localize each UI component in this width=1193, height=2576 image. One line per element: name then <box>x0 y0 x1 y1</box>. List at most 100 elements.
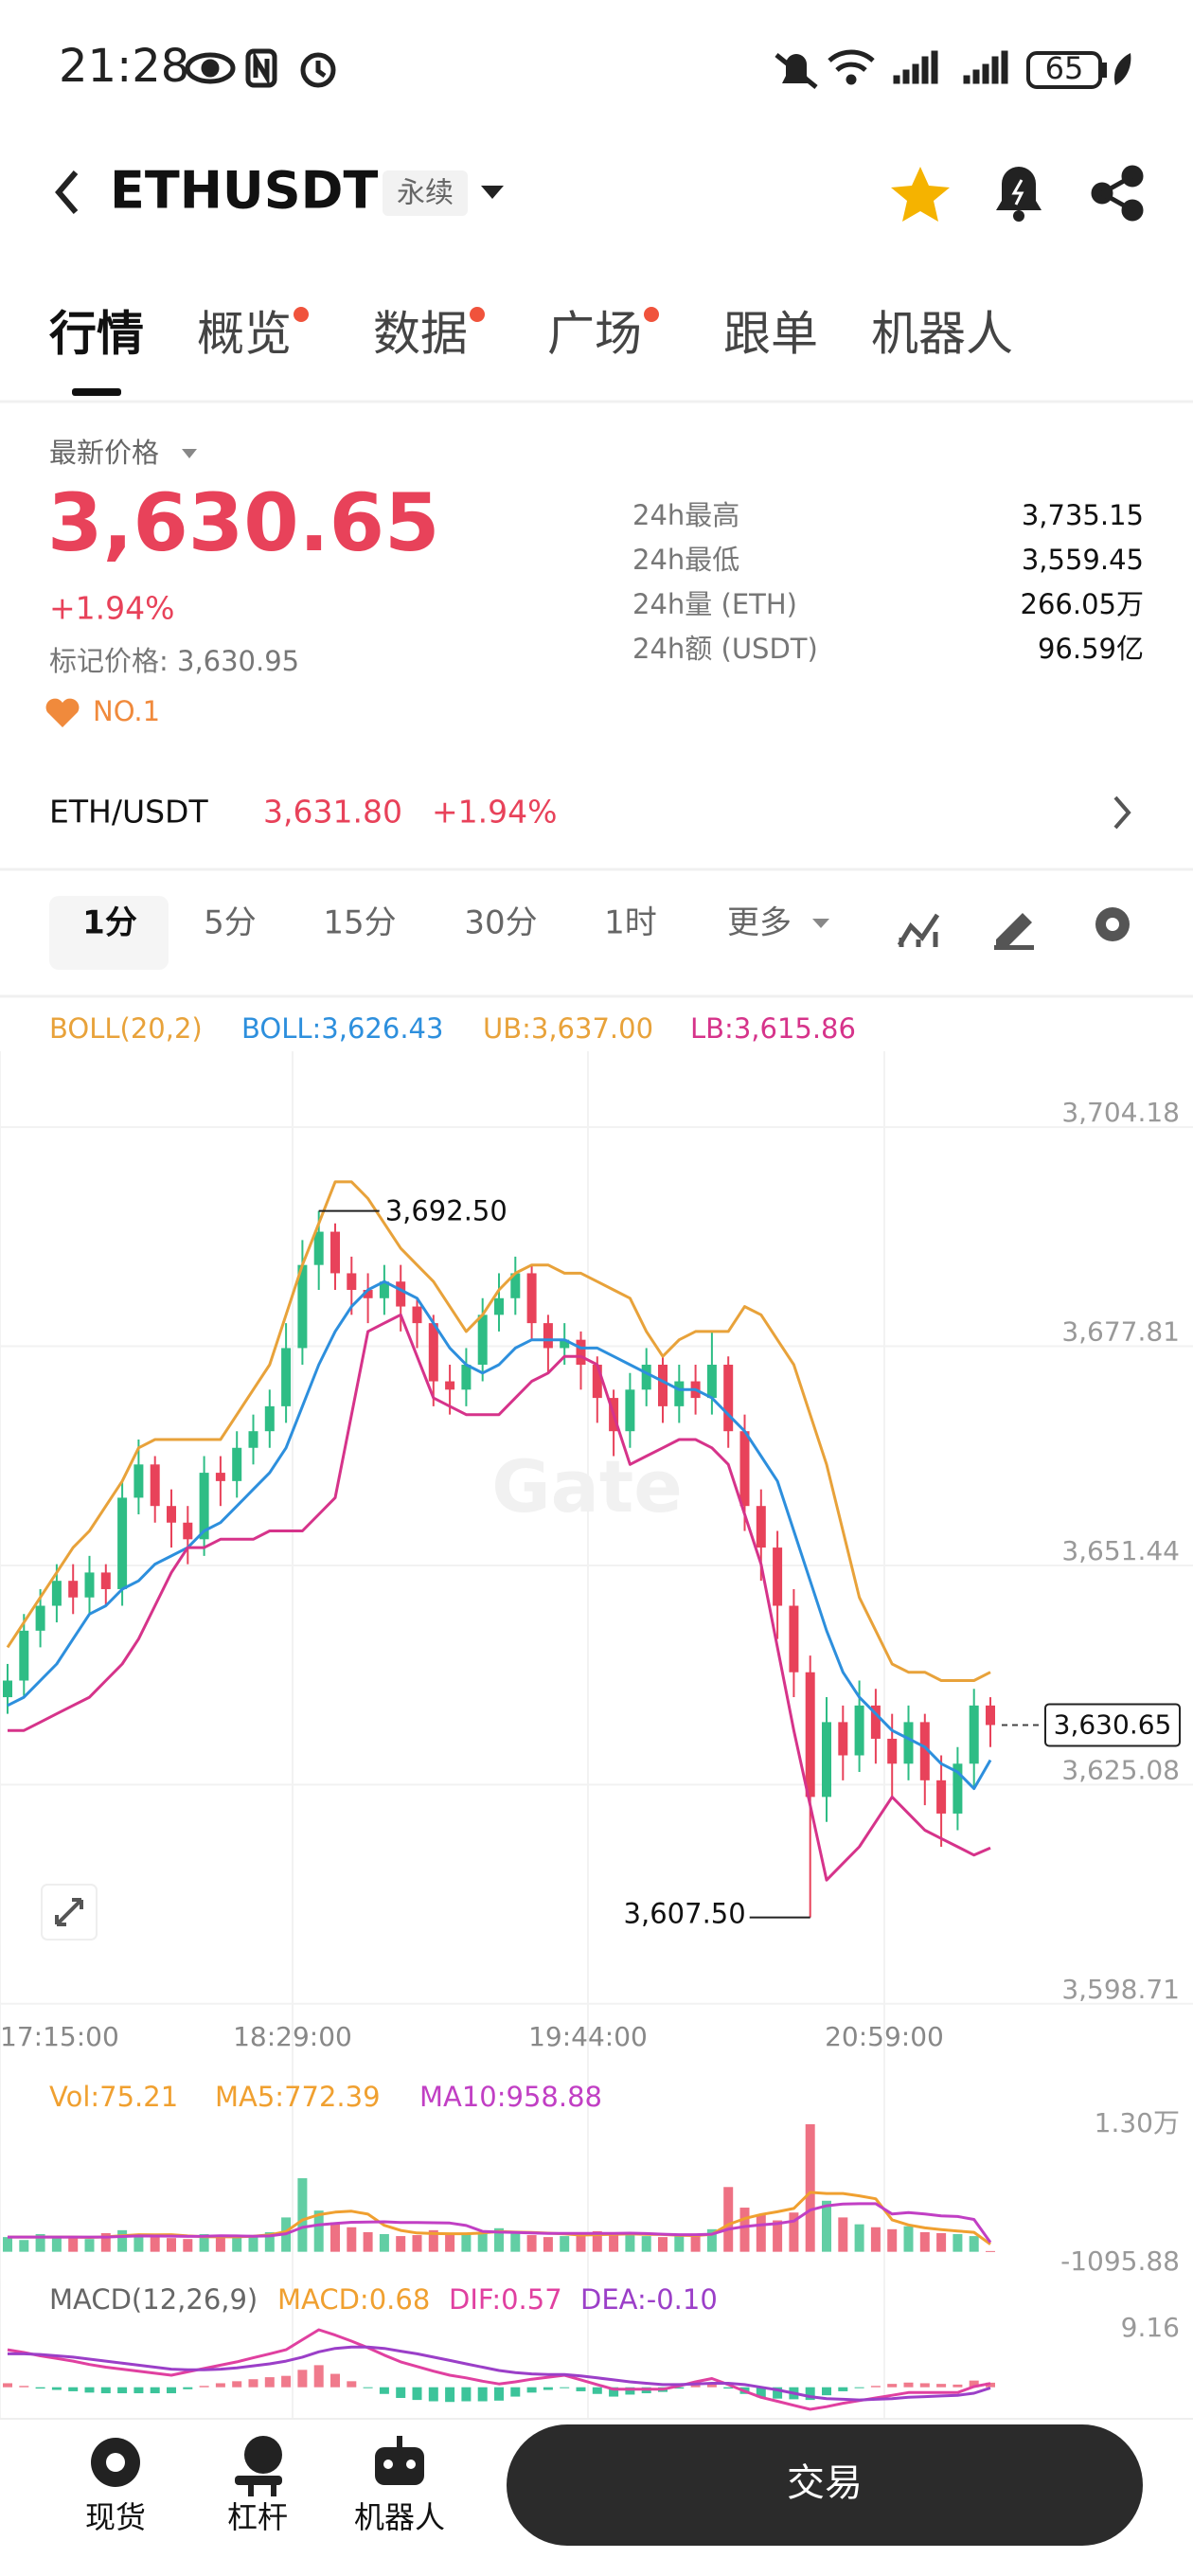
interval[interactable]: 15分 <box>323 904 396 942</box>
volume-bar <box>690 2234 701 2252</box>
tab[interactable]: 行情 <box>49 307 144 362</box>
volume-bar <box>739 2208 750 2252</box>
symbol-title: ETHUSDT <box>110 161 378 221</box>
volume-bar <box>19 2240 29 2252</box>
tag-bg <box>383 170 468 216</box>
interval[interactable]: 更多 <box>727 904 792 942</box>
nav-labels: 现货 杠杆 机器人 <box>85 2499 445 2535</box>
indicator-button[interactable] <box>897 913 940 947</box>
tabs: 行情 概览 数据 广场 跟单 机器人 <box>49 307 1013 396</box>
volume-bar <box>412 2235 422 2252</box>
macd-bar <box>461 2387 472 2402</box>
candle-body <box>51 1581 62 1606</box>
macd-bar <box>953 2384 963 2388</box>
back-button[interactable] <box>55 170 79 214</box>
tab[interactable]: 跟单 <box>723 307 818 362</box>
macd-bar <box>936 2384 947 2388</box>
battery-level: 65 <box>1045 50 1084 86</box>
nav-label[interactable]: 杠杆 <box>227 2499 288 2535</box>
volume-bar <box>51 2238 62 2252</box>
volume-bar <box>609 2232 619 2252</box>
alert-bell[interactable] <box>996 167 1042 222</box>
candle-body <box>183 1522 193 1540</box>
volume-bar <box>723 2187 734 2252</box>
candle-body <box>903 1722 914 1764</box>
max-label: 3,692.50 <box>385 1195 507 1227</box>
interval[interactable]: 1分 <box>82 904 137 942</box>
candle-body <box>167 1506 176 1523</box>
macd-bar <box>756 2387 766 2398</box>
volume-bar <box>199 2234 209 2252</box>
margin-icon[interactable] <box>235 2436 282 2496</box>
tab[interactable]: 机器人 <box>871 307 1013 362</box>
label-dropdown[interactable] <box>182 449 197 458</box>
volume-bar <box>674 2235 685 2252</box>
ticker-chevron[interactable] <box>1113 796 1131 830</box>
favorite-star[interactable] <box>891 167 950 222</box>
stats: 24h最高 3,735.15 24h最低 3,559.45 24h量 (ETH) 266.… <box>632 499 1144 665</box>
tab[interactable]: 广场 <box>547 307 642 362</box>
trade-button[interactable] <box>507 2424 1143 2546</box>
nav-label[interactable]: 现货 <box>85 2499 146 2535</box>
chart: 3,704.18 3,677.81 3,651.44 3,625.08 3,598.71… <box>0 1012 1193 2419</box>
macd-bar <box>592 2387 602 2394</box>
tab[interactable]: 概览 <box>197 307 292 362</box>
volume-bar <box>68 2236 79 2252</box>
macd-bar <box>887 2384 898 2388</box>
tab[interactable]: 数据 <box>373 307 468 362</box>
tab-underline <box>72 388 121 396</box>
interval[interactable]: 1时 <box>604 904 657 942</box>
spot-icon[interactable] <box>91 2438 140 2487</box>
candle-body <box>117 1497 128 1589</box>
volume-bar <box>854 2224 864 2252</box>
candle-body <box>641 1364 651 1390</box>
macd-bar <box>297 2370 308 2388</box>
volume-bar <box>773 2220 783 2252</box>
trade-label[interactable]: 交易 <box>787 2461 863 2505</box>
macd-bar <box>3 2383 12 2388</box>
volume-bar <box>953 2234 963 2252</box>
macd-bar <box>510 2387 521 2397</box>
candle-body <box>379 1281 389 1298</box>
boll-line <box>8 1313 991 1882</box>
candle-body <box>560 1339 570 1349</box>
more-dropdown[interactable] <box>812 919 829 928</box>
candle-body <box>658 1364 668 1406</box>
interval[interactable]: 30分 <box>464 904 537 942</box>
bot-icon[interactable] <box>375 2436 424 2485</box>
candle-body <box>739 1431 750 1507</box>
volume-bar <box>215 2236 225 2252</box>
volume-bar <box>936 2232 947 2252</box>
x-tick-label: 20:59:00 <box>825 2021 944 2052</box>
symbol-dropdown[interactable] <box>481 186 504 199</box>
volume-bar <box>887 2228 898 2252</box>
share-button[interactable] <box>1091 165 1144 222</box>
nav-label[interactable]: 机器人 <box>354 2499 445 2535</box>
macd-bar <box>919 2383 930 2388</box>
interval[interactable]: 5分 <box>204 904 257 942</box>
draw-button[interactable] <box>994 913 1034 950</box>
volume-bar <box>396 2236 406 2252</box>
volume-bar <box>84 2239 95 2252</box>
macd-bar <box>428 2387 438 2402</box>
macd-bar <box>330 2373 340 2388</box>
volume-bar <box>248 2235 258 2252</box>
expand-button[interactable] <box>41 1884 98 1941</box>
candle-body <box>773 1547 783 1606</box>
macd-bar <box>379 2387 389 2394</box>
candle-body <box>199 1473 209 1540</box>
candle-body <box>347 1273 357 1290</box>
candle-body <box>870 1705 881 1739</box>
macd-bar <box>19 2386 29 2388</box>
candle-body <box>396 1281 406 1307</box>
candle-body <box>706 1364 717 1399</box>
y-tick-label: 3,677.81 <box>1061 1316 1180 1348</box>
settings-button[interactable] <box>1095 907 1130 941</box>
last-price-box <box>1044 1703 1181 1747</box>
macd-bar <box>167 2387 176 2394</box>
volume-bar <box>789 2212 799 2252</box>
macd-bar <box>838 2387 848 2391</box>
macd-bar <box>477 2387 488 2402</box>
min-label: 3,607.50 <box>624 1898 746 1930</box>
